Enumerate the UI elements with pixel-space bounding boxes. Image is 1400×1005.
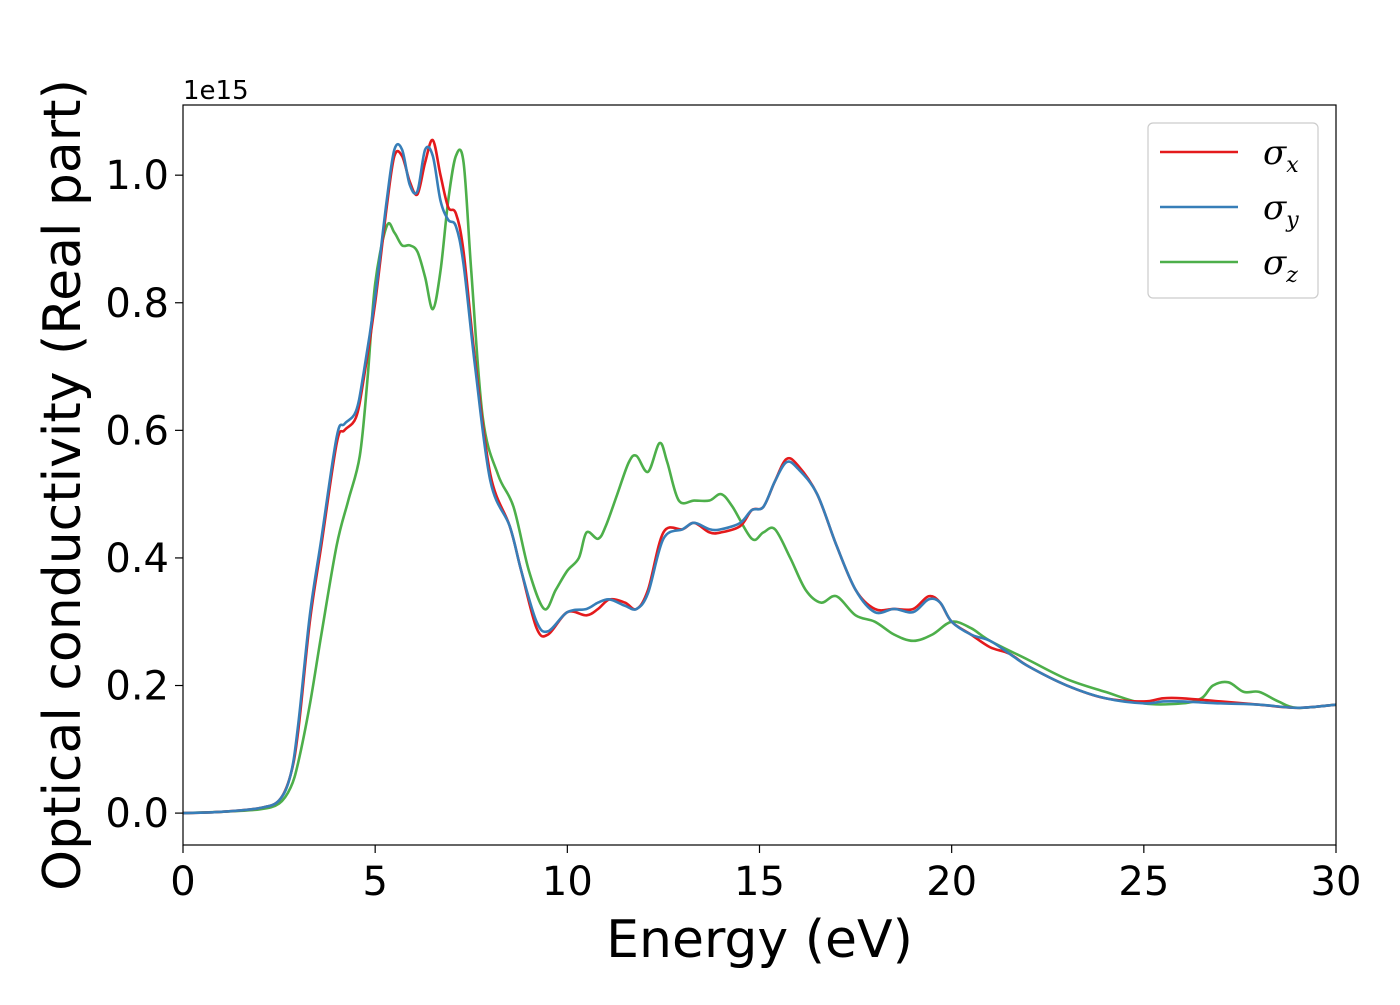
x-axis-title: Energy (eV) — [606, 910, 913, 970]
y-tick-label: 0.8 — [105, 281, 169, 327]
y-axis-title: Optical conductivity (Real part) — [33, 79, 93, 891]
plot-layer — [182, 138, 1337, 815]
y-tick-label: 1.0 — [105, 153, 169, 199]
series-line-y — [182, 142, 1337, 815]
x-tick-label: 0 — [170, 859, 195, 905]
legend-label-z: σz — [1263, 243, 1298, 288]
legend-box — [1147, 122, 1319, 299]
x-tick-label: 30 — [1311, 859, 1362, 905]
y-tick-label: 0.4 — [105, 536, 169, 582]
y-offset-text: 1e15 — [183, 76, 249, 106]
legend-label-y: σy — [1263, 188, 1299, 233]
x-axis: 0 5 10 15 20 25 30 — [170, 845, 1361, 905]
y-tick-label: 0.6 — [105, 408, 169, 454]
x-tick-label: 10 — [542, 859, 593, 905]
x-tick-label: 20 — [926, 859, 977, 905]
y-tick-label: 0.0 — [105, 791, 169, 837]
y-tick-label: 0.2 — [105, 664, 169, 710]
series-line-z — [182, 148, 1337, 815]
legend-label-x: σx — [1263, 133, 1299, 178]
x-tick-label: 15 — [734, 859, 785, 905]
legend: σx σy σz — [1147, 122, 1319, 299]
x-tick-label: 25 — [1118, 859, 1169, 905]
x-tick-label: 5 — [362, 859, 387, 905]
y-axis: 0.0 0.2 0.4 0.6 0.8 1.0 — [105, 153, 183, 837]
